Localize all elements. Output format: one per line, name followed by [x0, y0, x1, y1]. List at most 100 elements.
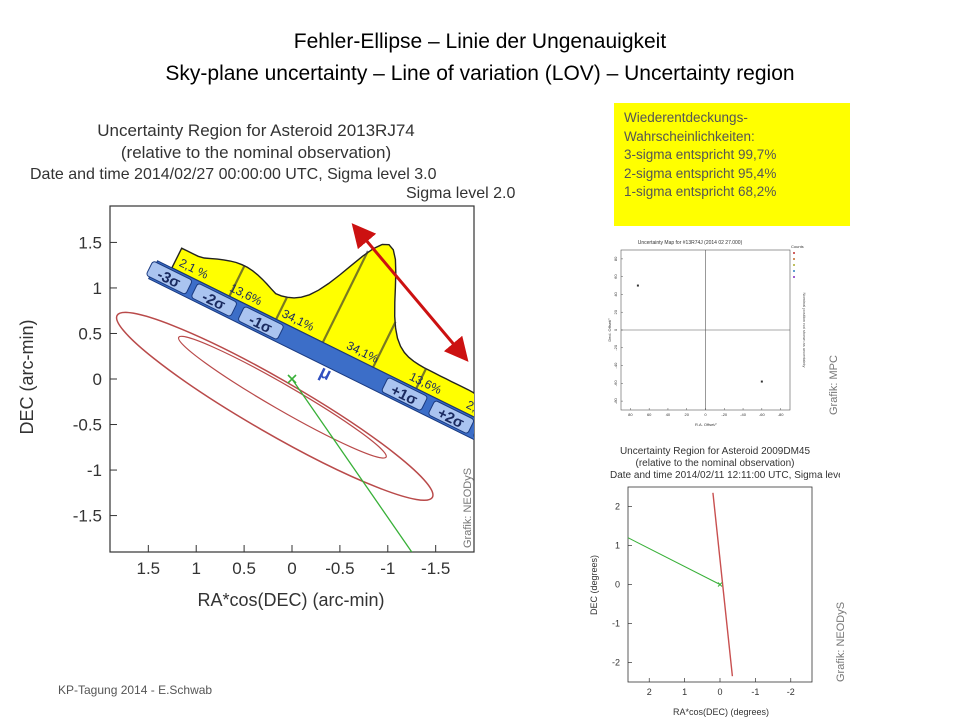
small-xtick-label: 1 — [682, 687, 687, 697]
info-line-4: 2-sigma entspricht 95,4% — [624, 165, 777, 181]
main-chart-title-3: Date and time 2014/02/27 00:00:00 UTC, S… — [30, 166, 437, 183]
credit-neodys-main: Grafik: NEODyS — [462, 467, 474, 548]
main-xtick-label: -1.5 — [421, 559, 450, 578]
main-xtick-label: 0 — [287, 559, 296, 578]
distribution-divider — [228, 264, 246, 297]
info-line-5: 1-sigma entspricht 68,2% — [624, 184, 777, 199]
distribution-divider — [275, 296, 289, 320]
small-uncertainty-line — [712, 492, 734, 677]
main-ytick-label: 0.5 — [78, 324, 102, 343]
main-xtick-label: 1 — [191, 559, 200, 578]
small-chart-ylabel: DEC (degrees) — [589, 555, 599, 615]
sigma-box: -1σ — [238, 306, 284, 340]
small-chart-title-3: Date and time 2014/02/11 12:11:00 UTC, S… — [610, 470, 840, 481]
mpc-xtick-label: -40 — [740, 412, 747, 417]
main-chart-xlabel: RA*cos(DEC) (arc-min) — [197, 590, 384, 610]
mpc-uncertainty-chart: Uncertainty Map for #13R74J (2014 02 27.… — [595, 238, 810, 428]
main-ytick-label: 0 — [93, 370, 102, 389]
mpc-xtick-label: -80 — [778, 412, 785, 417]
main-ytick-label: -1 — [87, 461, 102, 480]
mpc-xtick-label: 60 — [647, 412, 652, 417]
mpc-ytick-label: 80 — [613, 256, 618, 261]
small-ytick-label: 1 — [615, 541, 620, 551]
slide-title-line1: Fehler-Ellipse – Linie der Ungenauigkeit — [293, 30, 667, 53]
credit-mpc: Grafik: MPC — [828, 355, 840, 415]
mpc-ytick-label: 40 — [613, 291, 618, 296]
small-xtick-label: 0 — [717, 687, 722, 697]
main-xtick-label: -1 — [380, 559, 395, 578]
mpc-data-point — [636, 284, 639, 287]
info-box: Wiederentdeckungs- Wahrscheinlichkeiten:… — [614, 103, 850, 226]
slide-footer: KP-Tagung 2014 - E.Schwab — [58, 683, 213, 697]
mpc-chart-title: Uncertainty Map for #13R74J (2014 02 27.… — [638, 240, 743, 246]
main-chart-ylabel: DEC (arc-min) — [18, 320, 37, 435]
small-ytick-label: -2 — [612, 658, 620, 668]
mpc-xtick-label: -20 — [721, 412, 728, 417]
credit-neodys-small: Grafik: NEODyS — [835, 601, 847, 682]
mpc-chart-side-note: Nominal position not shown as uncertaint… — [802, 293, 807, 368]
mpc-ytick-label: 20 — [613, 309, 618, 314]
mpc-legend-swatch — [793, 258, 795, 260]
small-nominal-marker — [717, 582, 723, 587]
mpc-data-point — [760, 380, 763, 383]
sigma-box-rect — [146, 261, 193, 295]
mpc-chart-legend-title: Counts — [791, 244, 804, 249]
mpc-legend-swatch — [793, 252, 795, 254]
small-xtick-label: -2 — [787, 687, 795, 697]
main-xtick-label: 1.5 — [136, 559, 160, 578]
main-ytick-label: 1 — [93, 279, 102, 298]
mpc-xtick-label: 80 — [628, 412, 633, 417]
sigma-box-rect — [381, 377, 428, 411]
mpc-ytick-label: 60 — [613, 274, 618, 279]
mpc-xtick-label: 0 — [704, 412, 707, 417]
sigma-box-rect — [238, 306, 284, 340]
mpc-chart-xlabel: R.A. Offset/" — [695, 422, 718, 427]
main-ytick-label: -0.5 — [73, 416, 102, 435]
main-plot-area: 1.5 1 0.5 0 -0.5 -1 -1.5 1.5 1 0.5 0 -0.5 -1 -1.5 -3σ-… — [73, 205, 495, 578]
main-chart-sigma-label: Sigma level 2.0 — [406, 185, 515, 202]
small-plot-area: 2 1 0 -1 -2 2 1 0 -1 -2 — [612, 486, 813, 697]
small-xtick-label: -1 — [751, 687, 759, 697]
mpc-ytick-label: -80 — [613, 397, 618, 404]
nominal-position-marker — [287, 374, 297, 384]
distribution-divider — [415, 367, 428, 390]
uncertainty-ellipse-2 — [177, 335, 387, 459]
small-chart-title-2: (relative to the nominal observation) — [636, 458, 795, 469]
mpc-ytick-label: -60 — [613, 380, 618, 387]
small-xtick-label: 2 — [647, 687, 652, 697]
info-line-2: Wahrscheinlichkeiten: — [624, 128, 755, 144]
slide-title-line2: Sky-plane uncertainty – Line of variatio… — [165, 62, 795, 85]
info-line-3: 3-sigma entspricht 99,7% — [624, 147, 777, 162]
small-uncertainty-chart: Uncertainty Region for Asteroid 2009DM45… — [580, 440, 840, 720]
main-chart-title-1: Uncertainty Region for Asteroid 2013RJ74 — [97, 121, 415, 140]
mpc-chart-ylabel: Decl. Offset/" — [607, 318, 612, 342]
small-chart-title-1: Uncertainty Region for Asteroid 2009DM45 — [620, 446, 811, 457]
main-ytick-label: -1.5 — [73, 507, 102, 526]
mpc-ytick-label: -20 — [613, 344, 618, 351]
small-ytick-label: -1 — [612, 619, 620, 629]
mpc-legend-swatch — [793, 264, 795, 266]
sigma-box-rect — [191, 283, 237, 317]
main-ytick-label: 1.5 — [78, 233, 102, 252]
small-ytick-label: 2 — [615, 502, 620, 512]
mpc-xtick-label: -60 — [759, 412, 766, 417]
mpc-ytick-label: -40 — [613, 362, 618, 369]
main-xtick-label: -0.5 — [325, 559, 354, 578]
info-line-1: Wiederentdeckungs- — [624, 110, 748, 125]
motion-arrow — [351, 223, 469, 362]
mpc-xtick-label: 20 — [684, 412, 689, 417]
mpc-legend-swatch — [793, 270, 795, 272]
mpc-legend-swatch — [793, 276, 795, 278]
main-chart-title-2: (relative to the nominal observation) — [121, 143, 391, 162]
mpc-ytick-label: 0 — [613, 328, 618, 331]
green-direction-line — [291, 378, 413, 552]
mpc-plot-area: 80 60 40 20 0 -20 -40 -60 -80 -80 -60 -40 -20 0 20 40 60… — [613, 249, 795, 417]
main-xtick-label: 0.5 — [232, 559, 256, 578]
main-plot-content: -3σ-2σ-1σμ+1σ+2σ+3σ2,1 %13,6%34,1%34,1%1… — [115, 243, 495, 552]
lov-percent-label: 2,1% — [464, 398, 495, 423]
small-ytick-label: 0 — [615, 580, 620, 590]
small-chart-xlabel: RA*cos(DEC) (degrees) — [673, 707, 769, 717]
main-uncertainty-chart: Uncertainty Region for Asteroid 2013RJ74… — [18, 112, 538, 612]
small-green-line — [627, 537, 721, 585]
mpc-xtick-label: 40 — [666, 412, 671, 417]
